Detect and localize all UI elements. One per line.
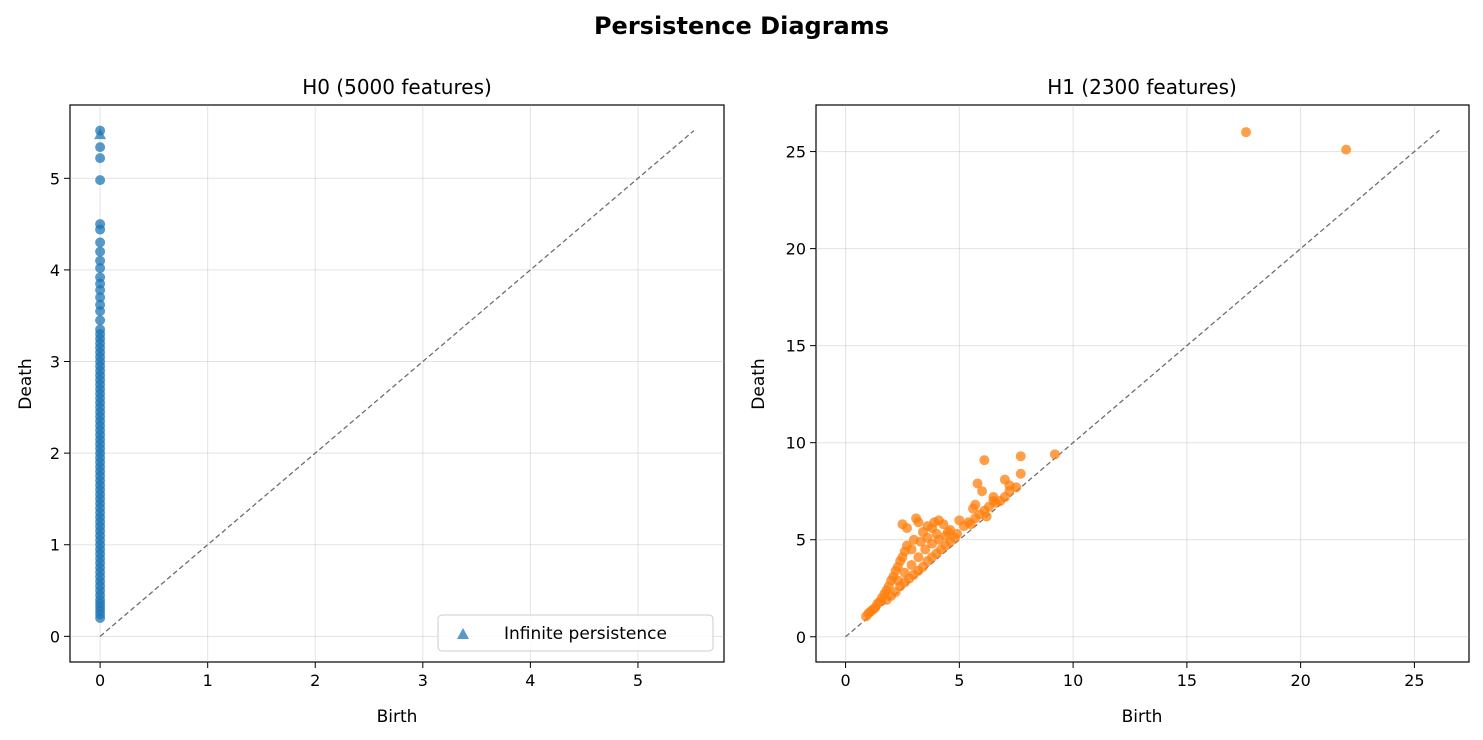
h1-x-tick-label: 5 bbox=[954, 671, 964, 690]
h1-data-point bbox=[990, 497, 1001, 508]
h1-data-point bbox=[922, 532, 933, 543]
h1-data-point bbox=[952, 528, 963, 539]
h1-data-point bbox=[892, 575, 903, 586]
h0-diagonal-line bbox=[99, 130, 695, 637]
h1-y-label: Death bbox=[749, 358, 769, 409]
h0-data-point bbox=[95, 153, 106, 164]
h1-y-tick-label: 10 bbox=[786, 434, 806, 453]
h1-x-label: Birth bbox=[1122, 707, 1163, 727]
h1-data-point bbox=[1015, 468, 1026, 479]
h1-data-point bbox=[981, 511, 992, 522]
h1-data-point bbox=[1341, 144, 1352, 155]
h0-data-point bbox=[95, 272, 106, 283]
h0-x-label: Birth bbox=[377, 707, 418, 727]
h0-x-tick-label: 1 bbox=[203, 671, 213, 690]
h0-data-point bbox=[95, 324, 106, 335]
h1-data-point bbox=[1049, 449, 1060, 460]
h1-data-point bbox=[1241, 127, 1252, 138]
h1-grid bbox=[816, 105, 1469, 662]
h1-data-point bbox=[970, 499, 981, 510]
h1-data-point bbox=[1015, 451, 1026, 462]
h1-title: H1 (2300 features) bbox=[1047, 75, 1237, 99]
h0-data-point bbox=[95, 237, 106, 248]
h1-x-tick-label: 20 bbox=[1290, 671, 1310, 690]
h0-data-point bbox=[95, 292, 106, 303]
h1-data-point bbox=[938, 519, 949, 530]
h0-panel: 0 1 2 3 4 5 0 1 2 3 4 5 H0 (5000 features) Birth De… bbox=[16, 75, 725, 727]
h1-data-point bbox=[920, 544, 931, 555]
h0-data-point bbox=[95, 315, 106, 326]
h0-title: H0 (5000 features) bbox=[302, 75, 492, 99]
h1-data-point bbox=[908, 534, 919, 545]
h1-x-tick-label: 10 bbox=[1063, 671, 1083, 690]
h1-y-tick-label: 5 bbox=[796, 531, 806, 550]
h1-data-point bbox=[977, 486, 988, 497]
h0-x-tick-label: 3 bbox=[418, 671, 428, 690]
h1-data-point bbox=[906, 559, 917, 570]
h1-data-point bbox=[906, 544, 917, 555]
h0-infinite-point bbox=[94, 128, 107, 140]
h1-y-tick-label: 25 bbox=[786, 143, 806, 162]
h0-diagonal-group bbox=[99, 130, 695, 637]
h1-plot-frame bbox=[815, 104, 1470, 663]
h0-data-point bbox=[95, 299, 106, 310]
h0-y-tick-label: 0 bbox=[50, 627, 60, 646]
h1-data-point bbox=[902, 523, 913, 534]
h0-data-point bbox=[95, 175, 106, 186]
h1-data-point bbox=[899, 567, 910, 578]
h0-points bbox=[94, 125, 107, 624]
h0-data-point bbox=[95, 219, 106, 230]
h0-data-point bbox=[95, 255, 106, 266]
h1-ticks: 0 5 10 15 20 25 0 5 10 15 20 25 bbox=[786, 143, 1425, 690]
h1-points bbox=[861, 127, 1352, 622]
h0-y-tick-label: 2 bbox=[50, 444, 60, 463]
h0-data-point bbox=[95, 142, 106, 153]
h0-x-tick-label: 4 bbox=[525, 671, 535, 690]
triangle-marker-icon bbox=[457, 628, 469, 639]
h1-x-tick-label: 25 bbox=[1404, 671, 1424, 690]
h0-legend: Infinite persistence bbox=[437, 614, 714, 652]
h1-data-point bbox=[972, 478, 983, 489]
h0-y-tick-label: 5 bbox=[50, 169, 60, 188]
h0-y-tick-label: 4 bbox=[50, 261, 60, 280]
h1-data-point bbox=[979, 455, 990, 466]
h1-x-tick-label: 0 bbox=[840, 671, 850, 690]
figure-title: Persistence Diagrams bbox=[593, 12, 890, 40]
h1-x-tick-label: 15 bbox=[1177, 671, 1197, 690]
h0-legend-label: Infinite persistence bbox=[504, 624, 667, 644]
h0-y-label: Death bbox=[16, 358, 36, 409]
h1-y-tick-label: 0 bbox=[796, 628, 806, 647]
h1-data-point bbox=[927, 523, 938, 534]
h0-y-tick-label: 1 bbox=[50, 536, 60, 555]
h0-ticks: 0 1 2 3 4 5 0 1 2 3 4 5 bbox=[50, 169, 643, 690]
h1-y-tick-label: 15 bbox=[786, 337, 806, 356]
h0-legend-box bbox=[437, 614, 714, 652]
h1-data-point bbox=[913, 517, 924, 528]
h0-y-tick-label: 3 bbox=[50, 353, 60, 372]
h0-plot-frame bbox=[69, 104, 725, 663]
h1-data-point bbox=[942, 526, 953, 537]
h0-data-point bbox=[95, 246, 106, 257]
h1-y-tick-label: 20 bbox=[786, 240, 806, 259]
h1-data-point bbox=[913, 552, 924, 563]
h0-x-tick-label: 0 bbox=[95, 671, 105, 690]
h1-data-point bbox=[1004, 480, 1015, 491]
h0-x-tick-label: 2 bbox=[310, 671, 320, 690]
h0-x-tick-label: 5 bbox=[633, 671, 643, 690]
h0-data-point bbox=[95, 263, 106, 274]
